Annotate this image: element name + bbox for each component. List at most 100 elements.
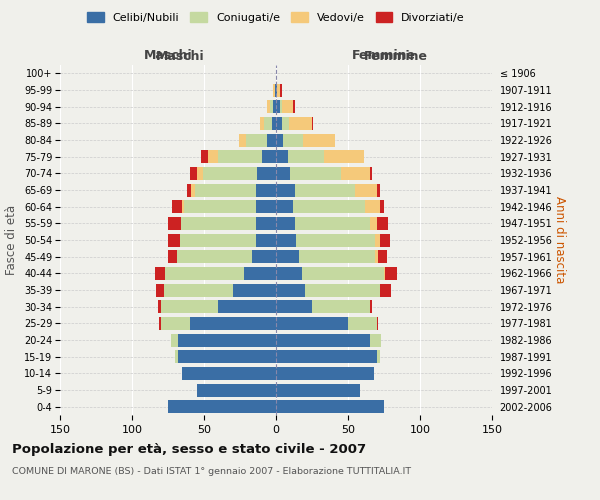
Bar [256,234,276,246]
Bar [295,184,355,196]
Bar [190,317,276,330]
Bar [246,134,268,146]
Bar [282,100,293,113]
Bar [262,150,276,163]
Bar [168,217,181,230]
Bar [376,234,380,246]
Bar [171,334,178,346]
Bar [244,267,276,280]
Bar [276,200,293,213]
Bar [365,200,380,213]
Text: Maschi: Maschi [155,50,205,62]
Bar [178,334,276,346]
Bar [287,150,323,163]
Bar [370,217,377,230]
Bar [233,284,276,296]
Bar [197,384,276,396]
Bar [239,134,246,146]
Bar [201,150,208,163]
Bar [218,150,262,163]
Bar [380,234,390,246]
Bar [160,317,161,330]
Bar [370,334,381,346]
Bar [178,350,276,363]
Bar [268,100,270,113]
Bar [158,300,161,313]
Bar [187,184,191,196]
Bar [276,117,282,130]
Bar [172,200,182,213]
Bar [276,100,280,113]
Bar [218,300,276,313]
Bar [380,200,384,213]
Bar [276,350,377,363]
Bar [181,217,256,230]
Bar [273,84,275,96]
Text: Femmine: Femmine [352,48,416,62]
Bar [276,400,384,413]
Bar [182,367,276,380]
Bar [376,250,378,263]
Bar [276,234,296,246]
Bar [161,317,190,330]
Bar [277,84,280,96]
Text: COMUNE DI MARONE (BS) - Dati ISTAT 1° gennaio 2007 - Elaborazione TUTTITALIA.IT: COMUNE DI MARONE (BS) - Dati ISTAT 1° ge… [12,468,411,476]
Bar [164,284,233,296]
Bar [190,167,197,180]
Bar [295,217,370,230]
Bar [157,284,164,296]
Bar [256,184,276,196]
Text: Maschi: Maschi [143,48,193,62]
Bar [179,234,256,246]
Bar [276,334,370,346]
Bar [283,134,304,146]
Bar [265,117,272,130]
Bar [377,217,388,230]
Bar [276,184,295,196]
Bar [182,200,184,213]
Bar [276,267,302,280]
Bar [380,284,391,296]
Bar [370,167,373,180]
Y-axis label: Anni di nascita: Anni di nascita [553,196,566,284]
Bar [280,100,282,113]
Bar [355,184,377,196]
Bar [260,117,265,130]
Bar [270,100,273,113]
Bar [276,367,374,380]
Bar [341,167,370,180]
Bar [276,317,348,330]
Bar [191,184,196,196]
Bar [378,250,387,263]
Text: Femmine: Femmine [364,50,428,62]
Bar [184,200,256,213]
Bar [161,300,218,313]
Bar [256,217,276,230]
Bar [273,100,276,113]
Bar [275,84,276,96]
Bar [268,134,276,146]
Bar [168,400,276,413]
Bar [276,284,305,296]
Bar [377,317,378,330]
Bar [197,167,203,180]
Text: Popolazione per età, sesso e stato civile - 2007: Popolazione per età, sesso e stato civil… [12,442,366,456]
Bar [276,300,312,313]
Bar [155,267,165,280]
Bar [276,84,277,96]
Bar [257,167,276,180]
Bar [296,234,376,246]
Bar [203,167,257,180]
Bar [276,134,283,146]
Bar [165,267,244,280]
Bar [377,350,380,363]
Bar [175,350,178,363]
Bar [348,317,377,330]
Bar [276,167,290,180]
Bar [290,167,341,180]
Bar [323,150,364,163]
Bar [256,200,276,213]
Bar [293,200,365,213]
Bar [282,117,289,130]
Bar [304,134,335,146]
